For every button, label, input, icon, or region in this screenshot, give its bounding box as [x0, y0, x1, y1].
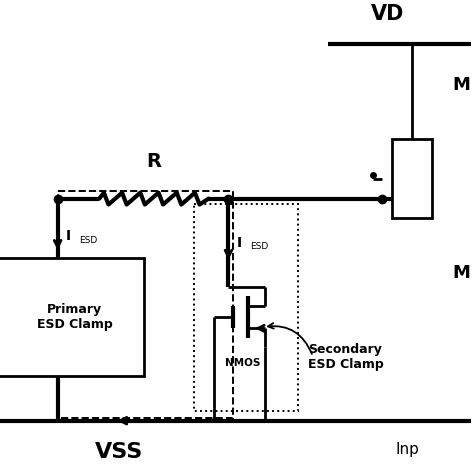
Text: NMOS: NMOS [225, 358, 260, 368]
Text: I: I [237, 236, 242, 250]
Text: Primary
ESD Clamp: Primary ESD Clamp [36, 303, 112, 331]
Text: ESD: ESD [80, 236, 98, 245]
Text: M: M [452, 264, 470, 282]
Bar [392, 139, 432, 219]
Text: ESD: ESD [250, 243, 269, 252]
Text: I: I [65, 229, 71, 243]
Text: Inp: Inp [395, 442, 419, 457]
Bar [0, 258, 144, 376]
Text: R: R [146, 152, 162, 171]
Text: Secondary
ESD Clamp: Secondary ESD Clamp [308, 343, 383, 371]
Text: VSS: VSS [95, 442, 143, 463]
Text: M: M [452, 76, 470, 94]
Bar [194, 203, 298, 411]
Bar [58, 191, 233, 418]
Text: VD: VD [371, 4, 404, 24]
